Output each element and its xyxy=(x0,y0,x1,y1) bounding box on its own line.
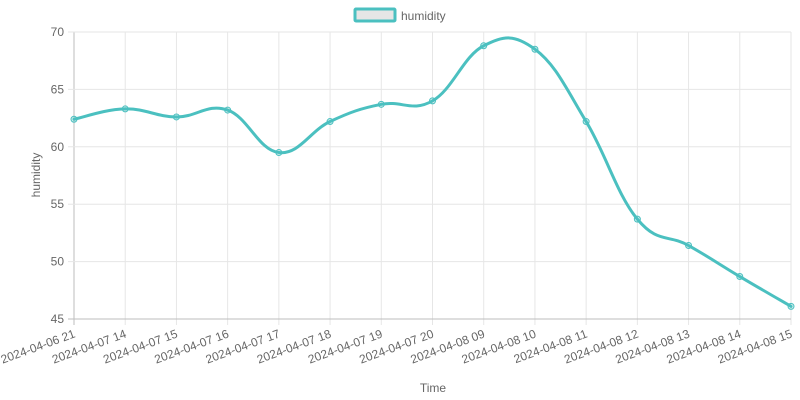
data-point xyxy=(787,302,795,310)
data-point xyxy=(685,242,693,250)
data-point xyxy=(480,42,488,50)
y-tick-label: 70 xyxy=(51,25,65,39)
legend-label[interactable]: humidity xyxy=(401,9,446,23)
y-tick-label: 55 xyxy=(51,197,65,211)
legend-swatch[interactable] xyxy=(353,7,397,23)
y-tick-label: 60 xyxy=(51,140,65,154)
data-point xyxy=(531,45,539,53)
y-tick-label: 50 xyxy=(51,255,65,269)
y-tick-label: 45 xyxy=(51,312,65,326)
grid xyxy=(68,31,792,325)
data-point xyxy=(121,105,129,113)
data-point xyxy=(377,100,385,108)
legend[interactable]: humidity xyxy=(353,7,446,23)
data-point xyxy=(633,215,641,223)
y-tick-labels: 45 50 55 60 65 70 xyxy=(51,25,65,326)
data-point xyxy=(275,149,283,157)
y-tick-label: 65 xyxy=(51,82,65,96)
data-point xyxy=(582,118,590,126)
data-point xyxy=(326,118,334,126)
humidity-series-line xyxy=(72,36,793,308)
data-point xyxy=(224,106,232,114)
series-layer xyxy=(72,36,793,308)
points-layer xyxy=(70,42,795,310)
data-point xyxy=(172,113,180,121)
data-point xyxy=(429,97,436,105)
data-point xyxy=(736,273,744,281)
y-axis-title: humidity xyxy=(29,153,43,198)
x-axis-title: Time xyxy=(420,381,447,395)
data-point xyxy=(70,115,78,123)
